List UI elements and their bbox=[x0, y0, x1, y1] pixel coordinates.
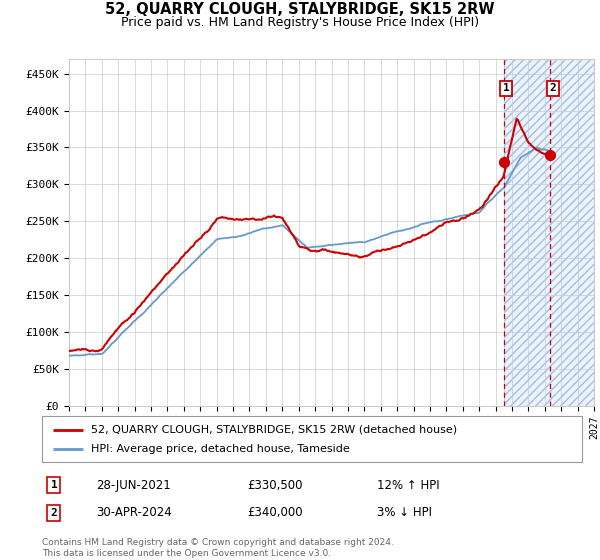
Text: 12% ↑ HPI: 12% ↑ HPI bbox=[377, 479, 439, 492]
Text: £330,500: £330,500 bbox=[247, 479, 303, 492]
Text: 52, QUARRY CLOUGH, STALYBRIDGE, SK15 2RW: 52, QUARRY CLOUGH, STALYBRIDGE, SK15 2RW bbox=[105, 2, 495, 17]
Text: 52, QUARRY CLOUGH, STALYBRIDGE, SK15 2RW (detached house): 52, QUARRY CLOUGH, STALYBRIDGE, SK15 2RW… bbox=[91, 425, 457, 435]
Bar bbox=[504, 59, 594, 406]
Text: 30-APR-2024: 30-APR-2024 bbox=[96, 506, 172, 519]
Text: Price paid vs. HM Land Registry's House Price Index (HPI): Price paid vs. HM Land Registry's House … bbox=[121, 16, 479, 29]
Text: HPI: Average price, detached house, Tameside: HPI: Average price, detached house, Tame… bbox=[91, 444, 349, 454]
Text: 2: 2 bbox=[50, 508, 57, 518]
Text: £340,000: £340,000 bbox=[247, 506, 303, 519]
Text: 1: 1 bbox=[503, 83, 509, 94]
Bar bbox=[504, 59, 594, 406]
Text: 2: 2 bbox=[549, 83, 556, 94]
Text: 1: 1 bbox=[50, 480, 57, 490]
Text: Contains HM Land Registry data © Crown copyright and database right 2024.
This d: Contains HM Land Registry data © Crown c… bbox=[42, 538, 394, 558]
Text: 3% ↓ HPI: 3% ↓ HPI bbox=[377, 506, 432, 519]
Text: 28-JUN-2021: 28-JUN-2021 bbox=[96, 479, 171, 492]
